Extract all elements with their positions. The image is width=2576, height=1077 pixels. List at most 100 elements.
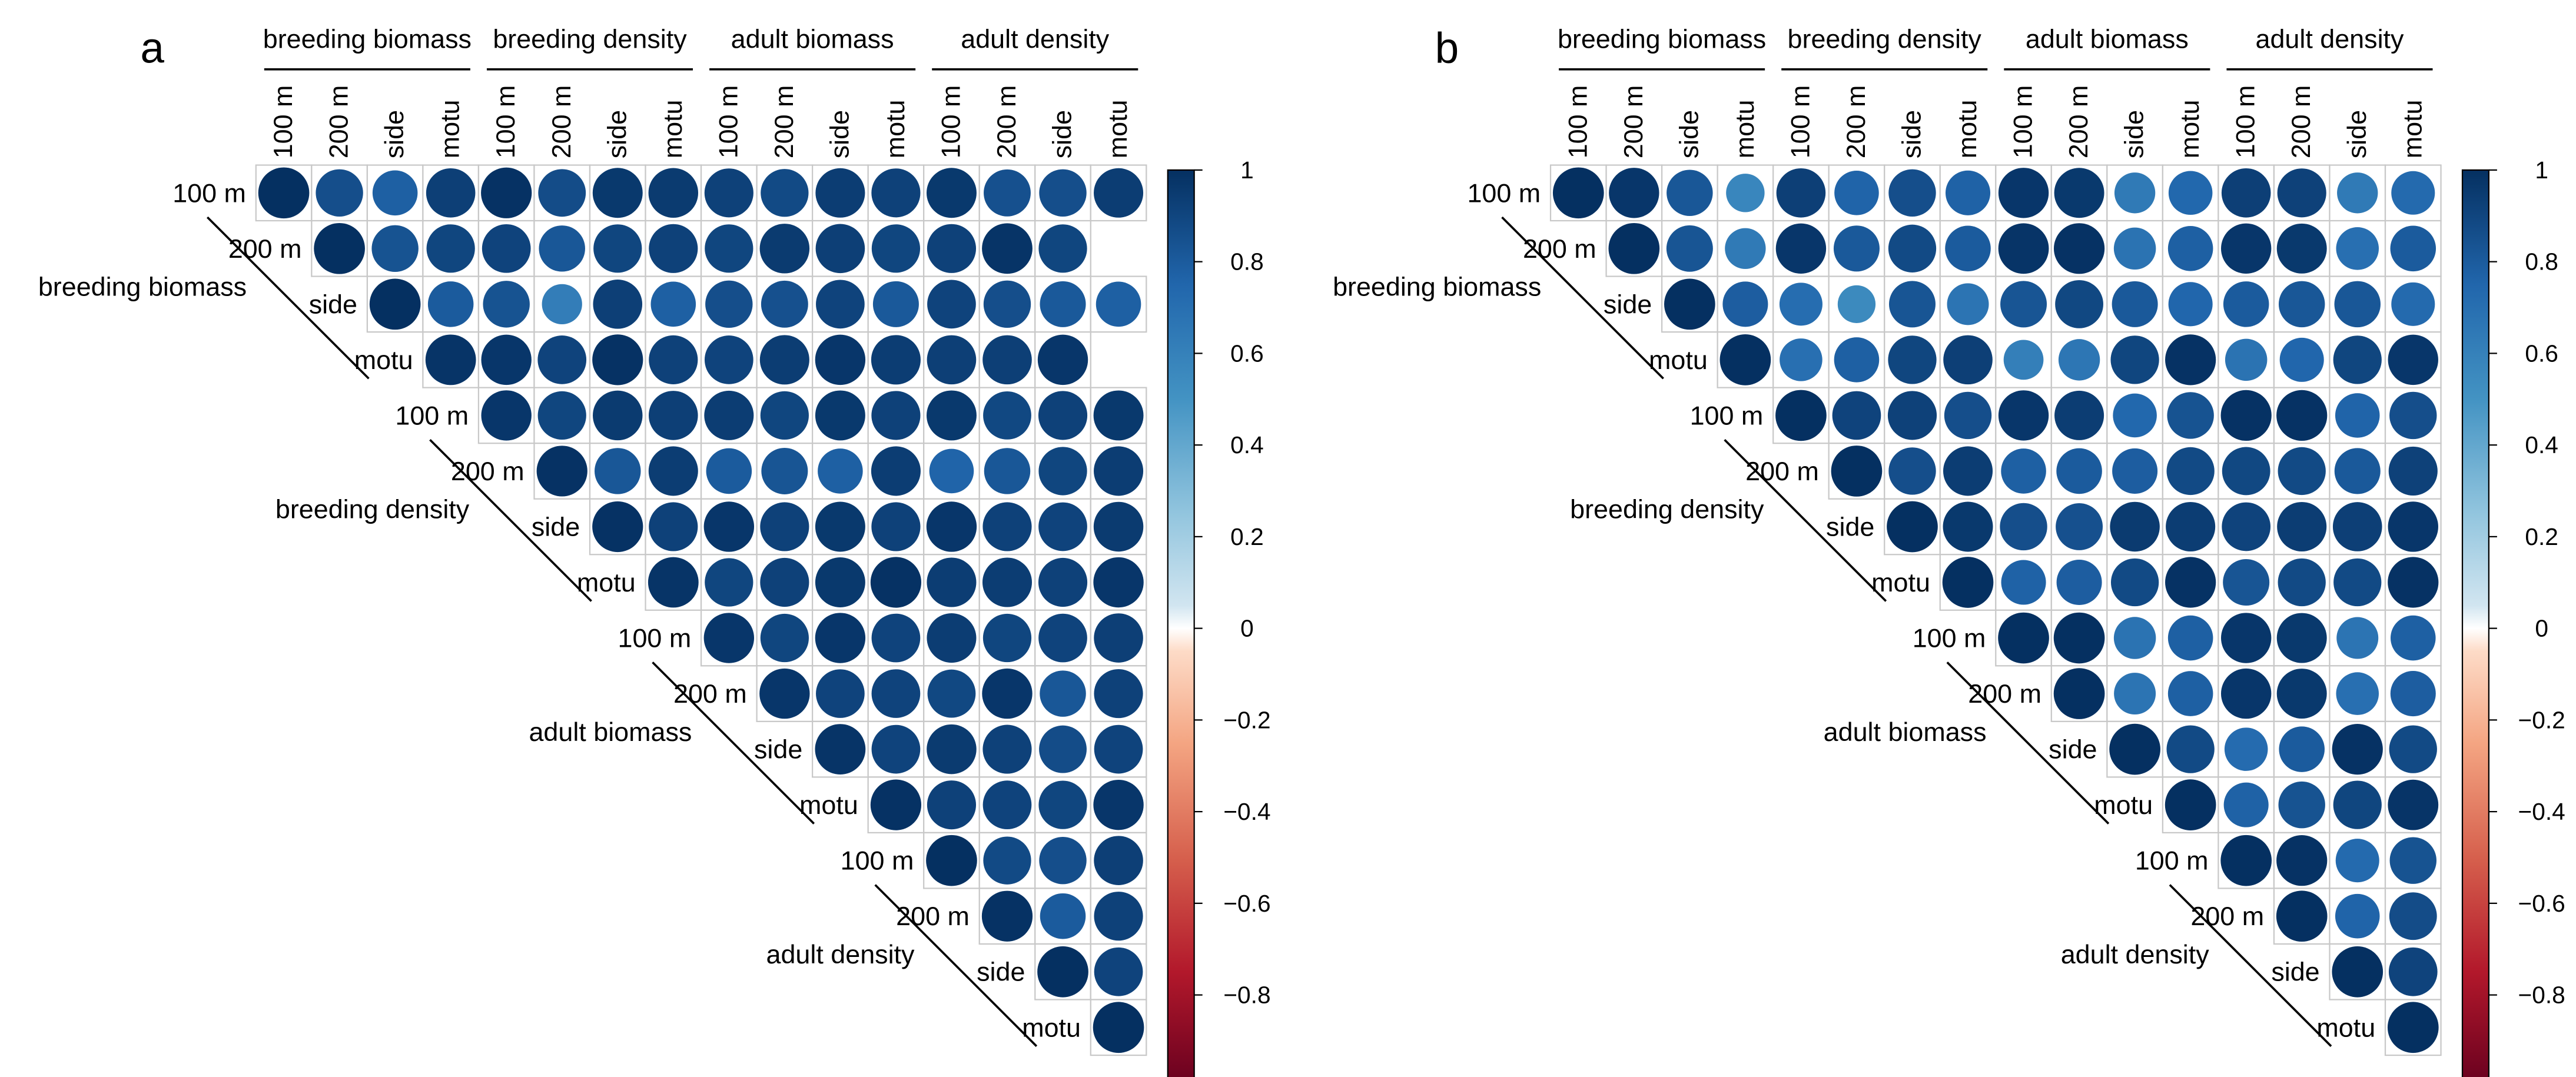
row-label: 100 m [618,623,691,653]
row-label: 200 m [1523,234,1596,264]
correlation-circle [1040,670,1086,717]
correlation-circle [816,280,865,329]
correlation-circle [1038,613,1087,663]
correlation-circle [2165,334,2216,385]
correlation-circle [983,836,1031,885]
row-label: side [1604,289,1652,319]
correlation-circle [2388,334,2438,385]
correlation-circle [593,224,642,273]
column-label: 200 m [1618,85,1648,159]
correlation-circle [2114,673,2156,715]
column-label: 200 m [1841,85,1871,159]
correlation-circle [2221,168,2271,218]
correlation-circle [761,447,808,494]
correlation-circle [871,335,921,385]
correlation-circle [1038,224,1087,273]
row-label: 200 m [228,234,302,264]
correlation-circle [542,284,582,324]
correlation-circle [2333,335,2382,384]
correlation-circle [2389,725,2437,773]
row-label: motu [577,567,636,597]
correlation-circle [704,168,753,218]
column-label: 200 m [2063,85,2093,159]
row-label: motu [354,345,413,375]
correlation-circle [926,835,977,886]
correlation-circle [427,281,474,327]
correlation-circle [649,502,698,551]
correlation-circle [1038,557,1088,607]
correlation-circle [1998,168,2049,218]
correlation-circle [1998,223,2049,274]
correlation-circle [2278,558,2326,607]
correlation-circle [1039,836,1087,885]
correlation-circle [593,280,643,329]
row-label: side [977,957,1025,987]
correlation-circle [2224,727,2268,771]
correlation-circle [1888,224,1937,272]
row-label: side [2049,734,2097,764]
correlation-circle [2276,223,2327,274]
column-label: motu [435,100,465,159]
column-label: side [2119,110,2149,158]
correlation-circle [705,280,753,328]
correlation-circle [592,501,643,553]
row-label: 100 m [1467,178,1541,208]
panel-b: b breeding biomass breeding density adult b… [1333,24,2565,1077]
correlation-circle [2220,223,2272,274]
colorbar-tick-label: −1 [1233,1073,1260,1077]
column-label: motu [2397,100,2427,159]
correlation-circle [2003,340,2044,380]
correlation-circle [648,391,698,440]
group-label-top-breeding-biomass: breeding biomass [263,24,472,54]
correlation-circle [1096,281,1141,327]
correlation-circle [593,390,643,441]
correlation-circle [815,557,865,607]
correlation-circle [759,668,810,719]
colorbar-tick-label: 0 [1240,615,1254,642]
correlation-circle [2276,669,2327,719]
correlation-circle [1888,169,1936,217]
correlation-circle [2165,557,2216,608]
colorbar-tick-label: −0.8 [2518,982,2565,1009]
correlation-circle [982,613,1032,663]
row-label: motu [799,790,858,820]
colorbar-tick-label: −1 [2528,1073,2555,1077]
correlation-circle [815,724,866,774]
group-label-diagonal-breeding-biomass: breeding biomass [38,272,247,302]
colorbar-tick-label: −0.2 [2518,706,2565,733]
correlation-circle [2168,282,2213,327]
correlation-circle [2277,168,2326,218]
correlation-circle [1998,612,2049,664]
correlation-circle [2335,893,2380,939]
correlation-circle [1776,168,1826,218]
correlation-circle [1944,391,1992,440]
correlation-circle [1094,669,1143,719]
column-label: 100 m [713,85,743,159]
column-label: motu [1103,100,1133,159]
row-label: motu [2316,1012,2375,1042]
correlation-circle [1038,502,1087,551]
row-label: motu [2094,790,2153,820]
correlation-circle [1834,170,1879,215]
column-label: 200 m [769,85,799,159]
group-bracket-diagonal [1501,216,1664,380]
correlation-circle [1667,169,1713,217]
correlation-circle [2389,892,2437,940]
correlation-circle [926,390,977,441]
colorbar-tick-label: 0.8 [2525,248,2558,275]
correlation-circle [2053,612,2105,664]
correlation-circle [2276,390,2328,441]
panel-a: a breeding biomass breeding density adult b… [38,24,1271,1077]
group-label-diagonal-adult-density: adult density [2061,939,2210,969]
correlation-circle [1038,447,1087,496]
column-label: side [379,110,409,158]
correlation-circle [2223,559,2270,606]
correlation-circle [2053,223,2105,274]
correlation-circle [705,558,753,607]
correlation-circle [2389,391,2437,440]
correlation-circle [2167,392,2214,439]
correlation-circle [426,168,476,218]
colorbar-tick-label: 0.2 [1230,523,1264,550]
correlation-circle [1037,946,1088,998]
correlation-circle [2168,171,2213,215]
